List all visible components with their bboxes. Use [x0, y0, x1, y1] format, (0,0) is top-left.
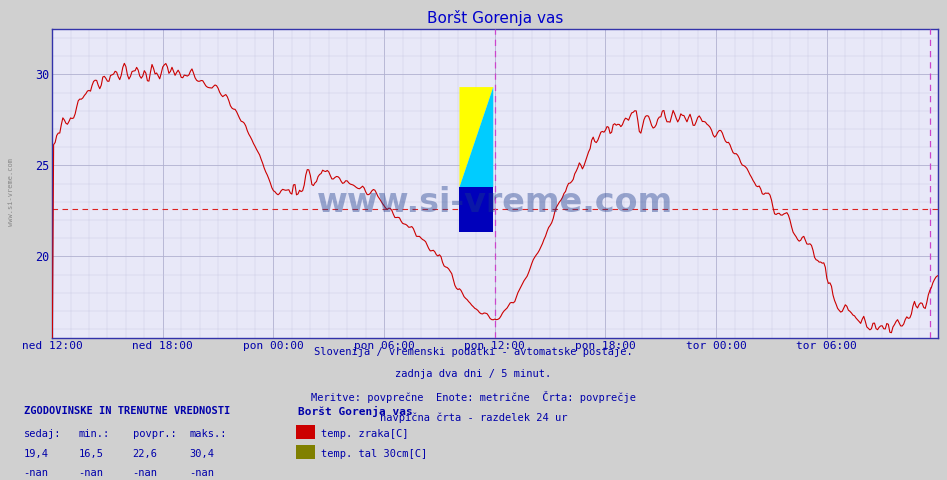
Text: povpr.:: povpr.: — [133, 429, 176, 439]
Text: -nan: -nan — [133, 468, 157, 478]
Text: 16,5: 16,5 — [79, 449, 103, 459]
Text: Boršt Gorenja vas: Boršt Gorenja vas — [298, 406, 413, 417]
Text: -nan: -nan — [189, 468, 214, 478]
Polygon shape — [459, 87, 493, 187]
Polygon shape — [459, 87, 493, 187]
Text: -nan: -nan — [79, 468, 103, 478]
Text: ZGODOVINSKE IN TRENUTNE VREDNOSTI: ZGODOVINSKE IN TRENUTNE VREDNOSTI — [24, 406, 230, 416]
Text: navpična črta - razdelek 24 ur: navpična črta - razdelek 24 ur — [380, 413, 567, 423]
Title: Boršt Gorenja vas: Boršt Gorenja vas — [426, 10, 563, 26]
Text: 30,4: 30,4 — [189, 449, 214, 459]
Text: maks.:: maks.: — [189, 429, 227, 439]
Text: www.si-vreme.com: www.si-vreme.com — [9, 158, 14, 226]
Polygon shape — [459, 187, 493, 232]
Text: sedaj:: sedaj: — [24, 429, 62, 439]
Text: 19,4: 19,4 — [24, 449, 48, 459]
Text: temp. tal 30cm[C]: temp. tal 30cm[C] — [321, 449, 427, 459]
Text: 22,6: 22,6 — [133, 449, 157, 459]
Text: zadnja dva dni / 5 minut.: zadnja dva dni / 5 minut. — [396, 369, 551, 379]
Text: www.si-vreme.com: www.si-vreme.com — [316, 186, 673, 219]
Text: Meritve: povprečne  Enote: metrične  Črta: povprečje: Meritve: povprečne Enote: metrične Črta:… — [311, 391, 636, 403]
Text: Slovenija / vremenski podatki - avtomatske postaje.: Slovenija / vremenski podatki - avtomats… — [314, 347, 633, 357]
Text: min.:: min.: — [79, 429, 110, 439]
Text: -nan: -nan — [24, 468, 48, 478]
Text: temp. zraka[C]: temp. zraka[C] — [321, 429, 408, 439]
